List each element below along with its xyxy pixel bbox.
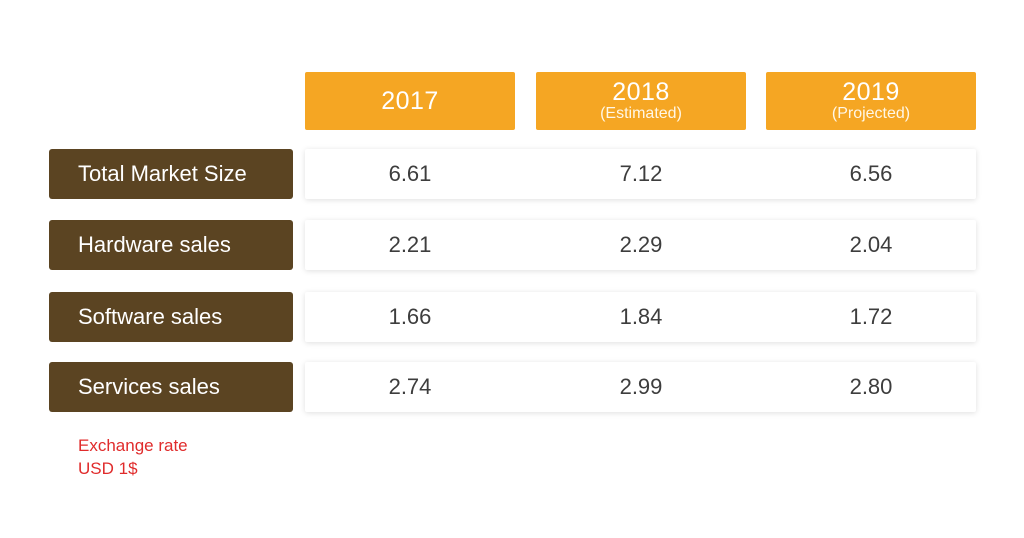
- year-label: 2018: [612, 78, 670, 106]
- year-note: (Projected): [831, 105, 911, 122]
- column-header-2019: 2019 (Projected): [766, 72, 976, 130]
- row-values-hardware-sales: 2.21 2.29 2.04: [305, 220, 976, 270]
- year-label: 2017: [381, 87, 439, 115]
- value-cell: 2.74: [388, 374, 432, 399]
- exchange-rate-note: Exchange rate: [78, 436, 188, 455]
- value-cell: 2.99: [619, 374, 663, 399]
- value-cell: 2.29: [619, 232, 663, 257]
- value-cell: 1.84: [619, 304, 663, 329]
- value-cell: 2.21: [388, 232, 432, 257]
- row-label-text: Services sales: [78, 374, 220, 399]
- year-note: (Estimated): [600, 105, 682, 122]
- value-cell: 7.12: [619, 161, 663, 186]
- value-cell: 1.66: [388, 304, 432, 329]
- column-header-2018: 2018 (Estimated): [536, 72, 746, 130]
- value-cell: 1.72: [849, 304, 893, 329]
- year-label: 2019: [842, 78, 900, 106]
- row-label-text: Software sales: [78, 304, 223, 329]
- column-header-2017: 2017: [305, 72, 515, 130]
- row-values-software-sales: 1.66 1.84 1.72: [305, 292, 976, 342]
- currency-note: USD 1$: [78, 459, 138, 478]
- value-cell: 6.56: [849, 161, 893, 186]
- row-label-text: Hardware sales: [78, 232, 231, 257]
- row-label-hardware-sales: Hardware sales: [49, 220, 293, 270]
- value-cell: 2.80: [849, 374, 893, 399]
- row-values-total-market-size: 6.61 7.12 6.56: [305, 149, 976, 199]
- row-values-services-sales: 2.74 2.99 2.80: [305, 362, 976, 412]
- row-label-total-market-size: Total Market Size: [49, 149, 293, 199]
- value-cell: 2.04: [849, 232, 893, 257]
- row-label-text: Total Market Size: [78, 161, 247, 186]
- row-label-services-sales: Services sales: [49, 362, 293, 412]
- row-label-software-sales: Software sales: [49, 292, 293, 342]
- value-cell: 6.61: [388, 161, 432, 186]
